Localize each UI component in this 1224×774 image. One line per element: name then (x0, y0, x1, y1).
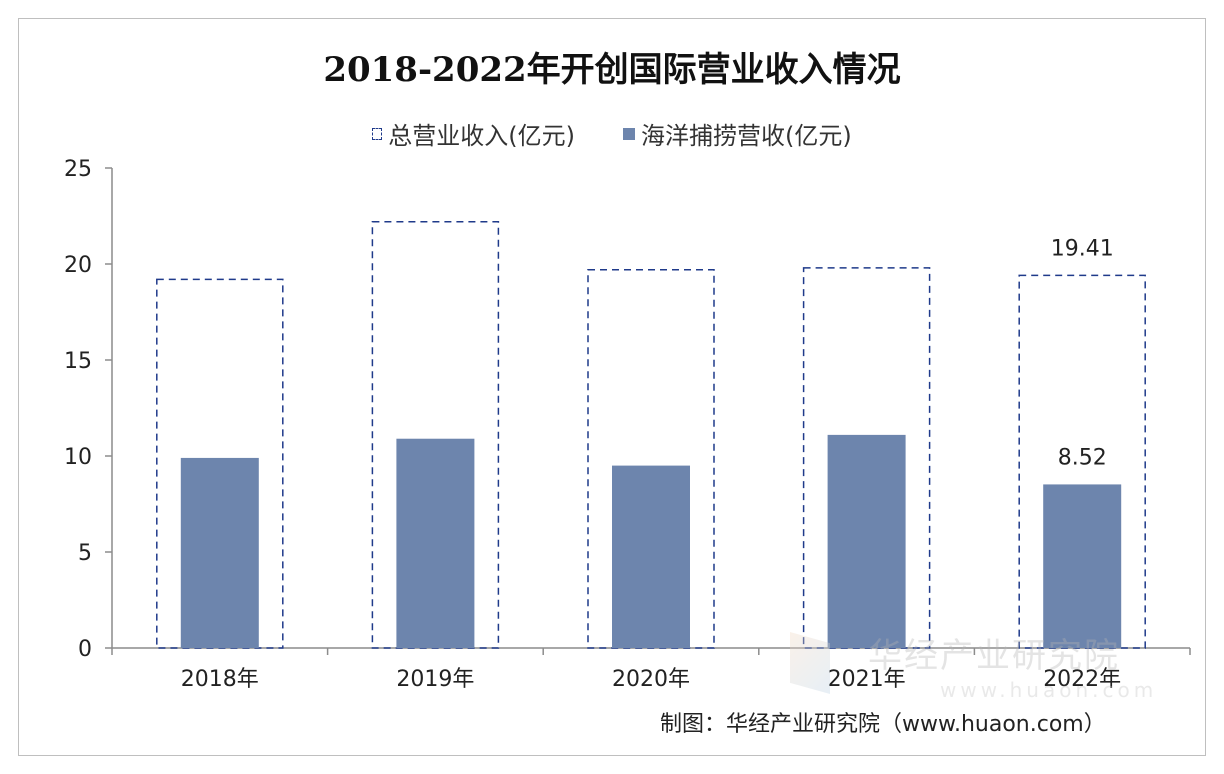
watermark-url: www.huaon.com (940, 678, 1158, 702)
fishing-revenue-bar (180, 457, 259, 648)
watermark-logo-icon (790, 632, 830, 694)
watermark-name: 华经产业研究院 (868, 636, 1120, 676)
chart-title: 2018-2022年开创国际营业收入情况 (323, 50, 901, 90)
x-tick-label: 2018年 (181, 667, 259, 692)
legend-item-fishing: 海洋捕捞营收(亿元) (623, 116, 852, 151)
data-label: 8.52 (1058, 445, 1107, 470)
fishing-revenue-bar (1043, 484, 1122, 648)
legend-swatch-fishing (623, 127, 635, 140)
legend: 总营业收入(亿元) 海洋捕捞营收(亿元) (0, 116, 1224, 151)
legend-label-fishing: 海洋捕捞营收(亿元) (641, 122, 852, 150)
total-revenue-bar (1018, 274, 1146, 649)
fishing-revenue-bar (396, 438, 475, 648)
y-tick-label: 20 (64, 253, 92, 278)
x-tick-label: 2020年 (612, 667, 690, 692)
source-caption: 制图：华经产业研究院（www.huaon.com） (660, 712, 1106, 737)
y-tick-label: 15 (64, 349, 92, 374)
legend-swatch-total (372, 127, 383, 140)
data-label: 19.41 (1051, 236, 1114, 261)
y-tick-label: 10 (64, 445, 92, 470)
fishing-revenue-bar (827, 434, 906, 648)
x-tick-label: 2019年 (396, 667, 474, 692)
x-tick-label: 2021年 (828, 667, 906, 692)
y-tick-label: 25 (64, 157, 92, 182)
y-tick-label: 5 (78, 541, 92, 566)
watermark: 华经产业研究院 www.huaon.com (790, 628, 1170, 708)
legend-item-total: 总营业收入(亿元) (372, 116, 575, 151)
y-tick-label: 0 (78, 637, 92, 662)
legend-label-total: 总营业收入(亿元) (388, 122, 575, 150)
fishing-revenue-bar (612, 465, 690, 648)
x-tick-label: 2022年 (1043, 667, 1121, 692)
